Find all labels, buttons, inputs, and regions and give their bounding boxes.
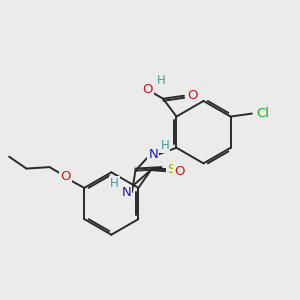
Text: O: O <box>60 170 71 183</box>
Text: O: O <box>143 83 153 96</box>
Text: Cl: Cl <box>257 107 270 120</box>
Text: H: H <box>157 74 166 87</box>
Text: S: S <box>167 163 176 176</box>
Text: O: O <box>188 89 198 102</box>
Text: H: H <box>110 177 119 190</box>
Text: O: O <box>174 165 184 178</box>
Text: H: H <box>161 140 170 152</box>
Text: N: N <box>122 186 131 199</box>
Text: N: N <box>148 148 158 161</box>
